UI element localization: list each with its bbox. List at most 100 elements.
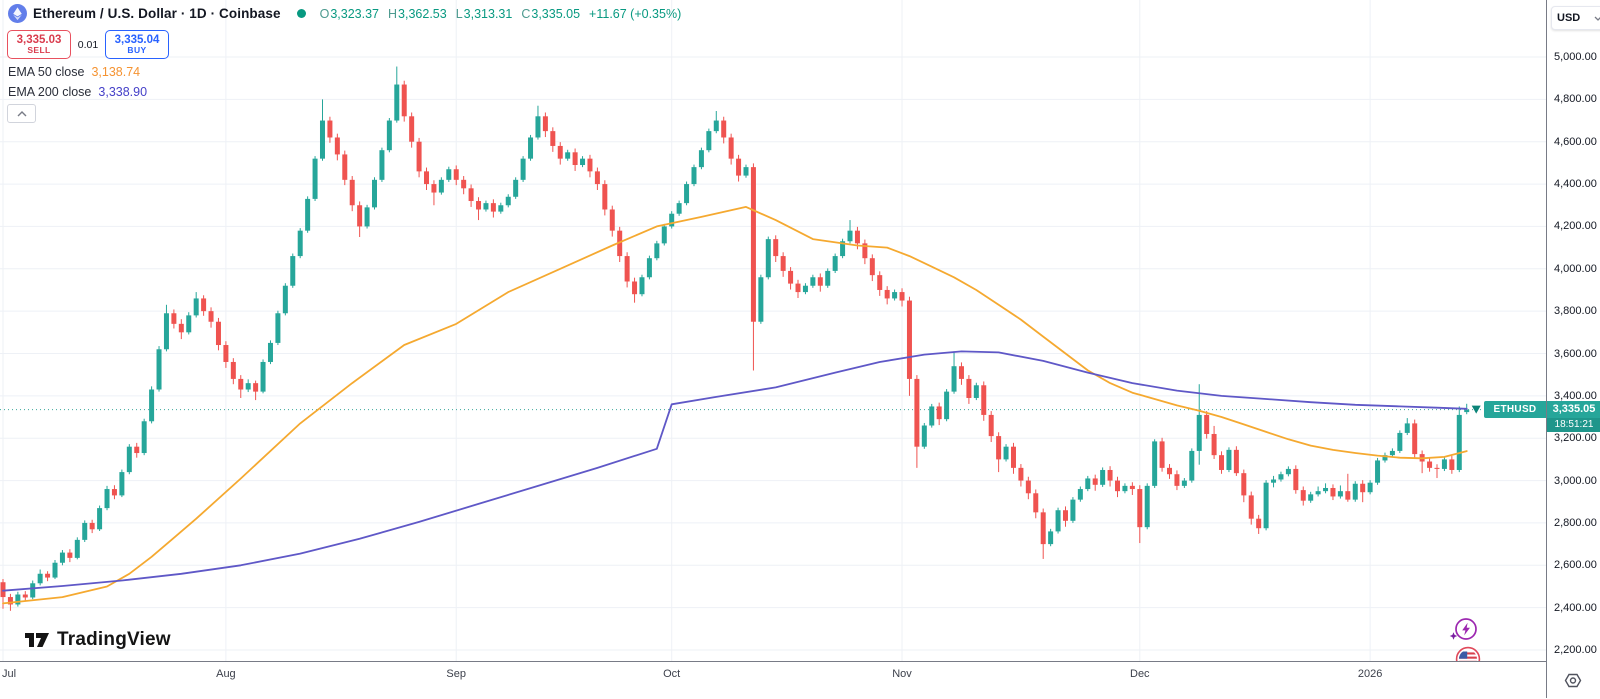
price-tick-label: 3,000.00 [1554, 475, 1597, 487]
ema50-label: EMA 50 close [8, 65, 84, 79]
candle-body [1219, 455, 1224, 470]
candlestick-chart[interactable] [0, 0, 1546, 661]
candle-body [639, 277, 644, 294]
ema200-line[interactable] [3, 351, 1467, 590]
candle-body [53, 563, 58, 578]
candle-body [431, 184, 436, 192]
market-status-icon[interactable] [297, 9, 306, 18]
economic-event-marker[interactable] [1455, 646, 1481, 661]
candle-body [67, 553, 72, 558]
low-value: 3,313.31 [464, 7, 513, 21]
candle-body [112, 489, 117, 495]
candle-body [305, 199, 310, 231]
candle-body [929, 406, 934, 425]
scale-settings-button[interactable] [1564, 672, 1582, 694]
candle-body [1405, 423, 1410, 433]
candle-body [335, 137, 340, 154]
candle-body [654, 243, 659, 258]
candle-body [45, 574, 50, 578]
time-tick-label: Dec [1130, 668, 1150, 680]
us-flag-icon [1455, 646, 1481, 661]
candle-body [409, 116, 414, 141]
candle-body [610, 209, 615, 230]
ema50-legend-row[interactable]: EMA 50 close 3,138.74 [8, 62, 147, 82]
candle-body [1293, 469, 1298, 490]
candle-body [1122, 486, 1127, 491]
candle-body [342, 154, 347, 179]
currency-dropdown[interactable]: USD [1551, 6, 1600, 30]
candle-body [1130, 486, 1135, 489]
candle-body [870, 258, 875, 275]
candle-body [602, 184, 607, 209]
candle-body [1397, 433, 1402, 451]
price-tick-label: 2,200.00 [1554, 644, 1597, 656]
chevron-down-icon [1594, 16, 1600, 21]
tradingview-logo[interactable]: TradingView [24, 629, 171, 651]
candle-body [1026, 481, 1031, 494]
candle-body [105, 489, 110, 508]
candle-body [580, 159, 585, 165]
candle-body [818, 277, 823, 285]
candle-body [1464, 410, 1469, 412]
candle-body [454, 169, 459, 180]
candle-body [171, 313, 176, 324]
candle-body [714, 121, 719, 132]
candle-body [625, 256, 630, 281]
current-bar-marker [1472, 406, 1481, 414]
candle-body [127, 447, 132, 472]
symbol-header: Ethereum / U.S. Dollar · 1D · Coinbase O… [8, 4, 681, 23]
candle-body [379, 150, 384, 180]
sell-button[interactable]: 3,335.03 SELL [7, 30, 71, 59]
price-tick-label: 3,400.00 [1554, 390, 1597, 402]
candle-body [677, 203, 682, 214]
candle-body [1167, 468, 1172, 474]
low-label: L [456, 7, 463, 21]
price-tick-label: 2,600.00 [1554, 559, 1597, 571]
candle-body [729, 137, 734, 158]
candle-body [1145, 486, 1150, 527]
candle-body [60, 553, 65, 563]
price-tick-label: 5,000.00 [1554, 51, 1597, 63]
candle-body [1100, 470, 1105, 485]
currency-label: USD [1557, 12, 1580, 24]
candle-body [134, 447, 139, 453]
candle-body [506, 197, 511, 205]
buy-button[interactable]: 3,335.04 BUY [105, 30, 169, 59]
candle-body [417, 142, 422, 172]
candle-body [1070, 500, 1075, 521]
candle-body [461, 180, 466, 188]
chart-pane[interactable]: Ethereum / U.S. Dollar · 1D · Coinbase O… [0, 0, 1546, 661]
candle-body [996, 436, 1001, 459]
price-tick-label: 4,800.00 [1554, 93, 1597, 105]
candle-body [201, 298, 206, 311]
candle-body [194, 298, 199, 315]
candle-body [1226, 450, 1231, 470]
candle-body [1249, 495, 1254, 518]
ema200-legend-row[interactable]: EMA 200 close 3,338.90 [8, 82, 147, 102]
ema50-line[interactable] [3, 207, 1467, 604]
symbol-title[interactable]: Ethereum / U.S. Dollar · 1D · Coinbase [33, 6, 281, 21]
candle-body [1301, 490, 1306, 501]
time-tick-label: 2026 [1358, 668, 1382, 680]
price-tick-label: 2,800.00 [1554, 517, 1597, 529]
candle-body [1375, 460, 1380, 482]
candle-body [766, 239, 771, 277]
candle-body [662, 226, 667, 243]
change-value: +11.67 (+0.35%) [589, 7, 681, 21]
candle-body [394, 85, 399, 121]
candle-body [483, 203, 488, 209]
candle-body [966, 379, 971, 398]
ethereum-icon [8, 4, 27, 23]
candle-body [1048, 531, 1053, 544]
candle-body [1189, 451, 1194, 481]
candle-body [833, 256, 838, 271]
lightning-icon [1447, 614, 1481, 646]
indicator-legend: EMA 50 close 3,138.74 EMA 200 close 3,33… [8, 62, 147, 102]
candle-body [1152, 441, 1157, 485]
candle-body [268, 343, 273, 362]
candle-body [1360, 484, 1365, 492]
candle-body [558, 146, 563, 159]
collapse-legend-button[interactable] [7, 104, 36, 123]
